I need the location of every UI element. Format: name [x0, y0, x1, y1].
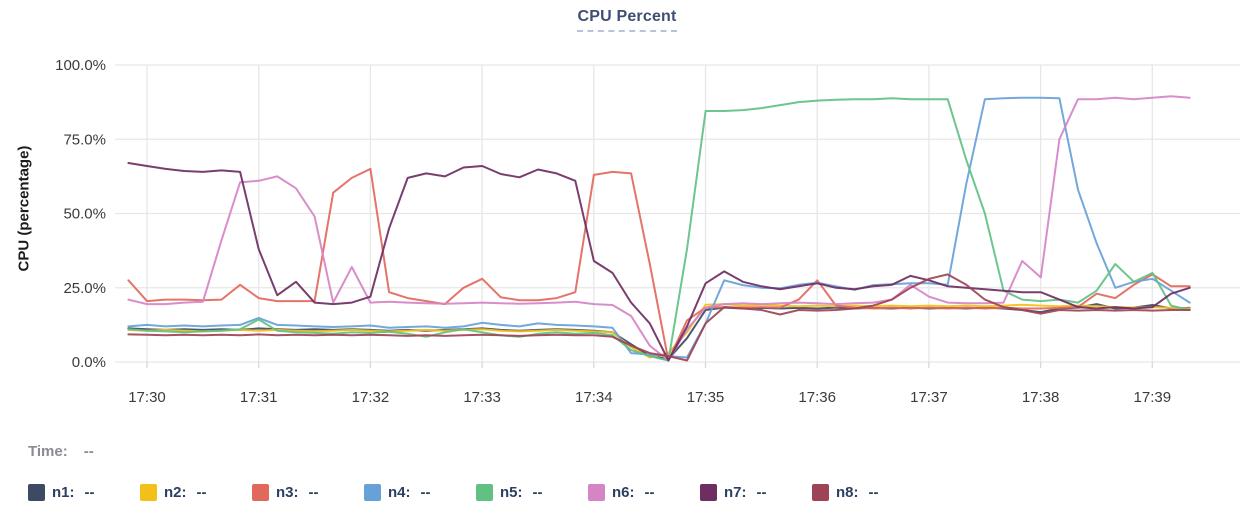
legend-label-n6: n6: — [612, 484, 635, 501]
x-tick-label: 17:32 — [352, 389, 390, 406]
legend-swatch-n7[interactable] — [700, 484, 717, 501]
legend-value-n8: -- — [868, 484, 879, 501]
series-line-n4 — [127, 96, 1191, 359]
legend-swatch-n4[interactable] — [364, 484, 381, 501]
chart-legend: n1: -- n2: -- n3: -- n4: -- n5: -- n6: -- n7: -- n8: -- — [28, 484, 924, 501]
time-readout-row: Time: -- — [28, 443, 94, 460]
chart-title-wrap: CPU Percent — [0, 8, 1254, 32]
legend-item-n7[interactable]: n7: -- — [700, 484, 812, 501]
legend-swatch-n1[interactable] — [28, 484, 45, 501]
series-line-n7 — [127, 162, 1191, 362]
legend-label-n4: n4: — [388, 484, 411, 501]
legend-item-n6[interactable]: n6: -- — [588, 484, 700, 501]
legend-swatch-n8[interactable] — [812, 484, 829, 501]
legend-value-n2: -- — [196, 484, 207, 501]
legend-swatch-n2[interactable] — [140, 484, 157, 501]
x-tick-label: 17:37 — [910, 389, 948, 406]
x-tick-label: 17:38 — [1022, 389, 1060, 406]
legend-label-n2: n2: — [164, 484, 187, 501]
chart-title: CPU Percent — [577, 8, 677, 32]
cpu-percent-line-chart: 0.0% 25.0% 50.0% 75.0% 100.0% 17:30 17:31 17:32… — [55, 57, 1240, 406]
legend-item-n4[interactable]: n4: -- — [364, 484, 476, 501]
series-line-n6 — [127, 95, 1191, 362]
legend-swatch-n6[interactable] — [588, 484, 605, 501]
time-value: -- — [83, 443, 94, 460]
x-tick-label: 17:35 — [687, 389, 725, 406]
x-tick-label: 17:31 — [240, 389, 278, 406]
y-tick-label: 25.0% — [63, 280, 106, 297]
legend-swatch-n5[interactable] — [476, 484, 493, 501]
time-label: Time: — [28, 443, 68, 460]
x-tick-label: 17:33 — [463, 389, 501, 406]
legend-label-n5: n5: — [500, 484, 523, 501]
legend-label-n8: n8: — [836, 484, 859, 501]
legend-value-n1: -- — [84, 484, 95, 501]
x-tick-label: 17:36 — [798, 389, 836, 406]
y-tick-label: 50.0% — [63, 206, 106, 223]
y-tick-label: 100.0% — [55, 57, 106, 74]
legend-value-n4: -- — [420, 484, 431, 501]
legend-value-n5: -- — [532, 484, 543, 501]
legend-label-n1: n1: — [52, 484, 75, 501]
legend-value-n7: -- — [756, 484, 767, 501]
x-tick-label: 17:30 — [128, 389, 166, 406]
legend-label-n7: n7: — [724, 484, 747, 501]
legend-item-n2[interactable]: n2: -- — [140, 484, 252, 501]
y-tick-label: 0.0% — [72, 354, 106, 371]
legend-item-n5[interactable]: n5: -- — [476, 484, 588, 501]
legend-item-n1[interactable]: n1: -- — [28, 484, 140, 501]
series-line-n5 — [127, 97, 1191, 362]
legend-value-n3: -- — [308, 484, 319, 501]
legend-swatch-n3[interactable] — [252, 484, 269, 501]
legend-item-n8[interactable]: n8: -- — [812, 484, 924, 501]
legend-item-n3[interactable]: n3: -- — [252, 484, 364, 501]
series-line-n8 — [127, 273, 1191, 362]
legend-label-n3: n3: — [276, 484, 299, 501]
y-tick-label: 75.0% — [63, 131, 106, 148]
x-tick-label: 17:39 — [1134, 389, 1172, 406]
legend-value-n6: -- — [644, 484, 655, 501]
x-tick-label: 17:34 — [575, 389, 613, 406]
